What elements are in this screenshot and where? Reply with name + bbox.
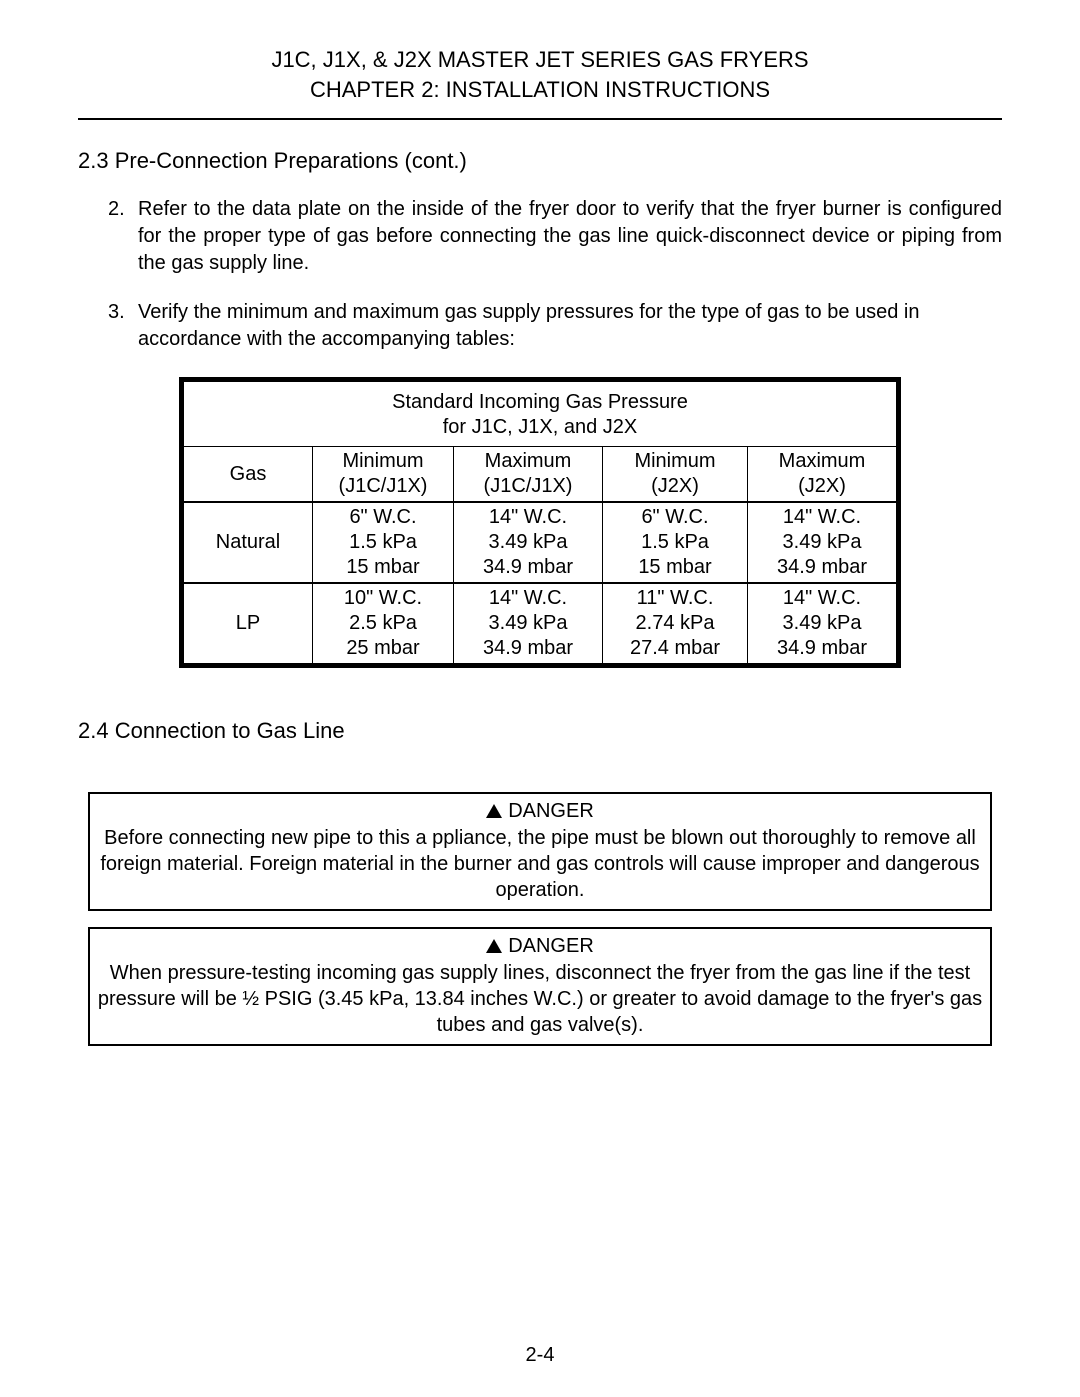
cell-line: 34.9 mbar [777, 637, 867, 659]
table-cell: 10" W.C. 2.5 kPa 25 mbar [313, 583, 454, 666]
pressure-table: Standard Incoming Gas Pressure for J1C, … [179, 377, 901, 668]
danger-header: DANGER [96, 933, 984, 960]
list-item: 2. Refer to the data plate on the inside… [108, 196, 1002, 277]
cell-line: 6" W.C. [349, 506, 416, 528]
cell-line: 14" W.C. [489, 506, 567, 528]
list-item-text: Refer to the data plate on the inside of… [138, 196, 1002, 277]
table-cell: 6" W.C. 1.5 kPa 15 mbar [313, 502, 454, 583]
warning-triangle-icon [486, 799, 502, 825]
header-line-2: CHAPTER 2: INSTALLATION INSTRUCTIONS [78, 75, 1002, 105]
cell-line: 34.9 mbar [777, 556, 867, 578]
document-page: J1C, J1X, & J2X MASTER JET SERIES GAS FR… [0, 0, 1080, 1397]
table-cell: 14" W.C. 3.49 kPa 34.9 mbar [454, 502, 603, 583]
cell-line: 14" W.C. [783, 506, 861, 528]
table-cell: 11" W.C. 2.74 kPa 27.4 mbar [603, 583, 748, 666]
table-header-row: Gas Minimum (J1C/J1X) Maximum (J1C/J1X) … [182, 447, 899, 503]
col-min-j2x: Minimum (J2X) [603, 447, 748, 503]
danger-label: DANGER [508, 933, 594, 959]
col-max-j2x: Maximum (J2X) [748, 447, 899, 503]
col-header-sub: (J2X) [798, 475, 846, 497]
cell-line: 15 mbar [638, 556, 711, 578]
danger-box: DANGER Before connecting new pipe to thi… [88, 792, 992, 911]
col-header-sub: (J1C/J1X) [339, 475, 428, 497]
table-title-line2: for J1C, J1X, and J2X [443, 416, 638, 438]
cell-line: 34.9 mbar [483, 637, 573, 659]
list-item-number: 3. [108, 299, 138, 353]
cell-line: 27.4 mbar [630, 637, 720, 659]
cell-line: 11" W.C. [637, 587, 714, 609]
table-title-row: Standard Incoming Gas Pressure for J1C, … [182, 380, 899, 447]
list-item-number: 2. [108, 196, 138, 277]
warning-triangle-icon [486, 934, 502, 960]
table-title-line1: Standard Incoming Gas Pressure [392, 391, 688, 413]
table-cell: 14" W.C. 3.49 kPa 34.9 mbar [454, 583, 603, 666]
page-number: 2-4 [0, 1344, 1080, 1367]
col-header-text: Gas [230, 463, 267, 485]
table-cell: 14" W.C. 3.49 kPa 34.9 mbar [748, 583, 899, 666]
cell-line: 2.5 kPa [349, 612, 417, 634]
danger-label: DANGER [508, 798, 594, 824]
list-item-text: Verify the minimum and maximum gas suppl… [138, 299, 1002, 353]
col-max-j1: Maximum (J1C/J1X) [454, 447, 603, 503]
cell-line: 14" W.C. [489, 587, 567, 609]
col-gas: Gas [182, 447, 313, 503]
danger-text: When pressure-testing incoming gas suppl… [96, 960, 984, 1038]
danger-text: Before connecting new pipe to this a ppl… [96, 825, 984, 903]
col-header-text: Minimum [342, 450, 423, 472]
cell-line: 1.5 kPa [349, 531, 417, 553]
cell-line: 6" W.C. [641, 506, 708, 528]
list-item: 3. Verify the minimum and maximum gas su… [108, 299, 1002, 353]
danger-box: DANGER When pressure-testing incoming ga… [88, 927, 992, 1046]
cell-line: 3.49 kPa [783, 612, 862, 634]
cell-line: 3.49 kPa [783, 531, 862, 553]
cell-line: 3.49 kPa [489, 531, 568, 553]
cell-line: 3.49 kPa [489, 612, 568, 634]
section-2-3-body: 2. Refer to the data plate on the inside… [78, 196, 1002, 353]
col-header-sub: (J1C/J1X) [484, 475, 573, 497]
gas-type-cell: LP [182, 583, 313, 666]
col-header-text: Maximum [485, 450, 572, 472]
cell-line: 10" W.C. [344, 587, 422, 609]
header-line-1: J1C, J1X, & J2X MASTER JET SERIES GAS FR… [78, 45, 1002, 75]
table-row: LP 10" W.C. 2.5 kPa 25 mbar 14" W.C. 3.4… [182, 583, 899, 666]
gas-type-cell: Natural [182, 502, 313, 583]
header-rule [78, 118, 1002, 120]
cell-line: 1.5 kPa [641, 531, 709, 553]
cell-line: 15 mbar [346, 556, 419, 578]
section-2-3-title: 2.3 Pre-Connection Preparations (cont.) [78, 148, 1002, 174]
col-header-text: Minimum [634, 450, 715, 472]
col-min-j1: Minimum (J1C/J1X) [313, 447, 454, 503]
cell-line: 34.9 mbar [483, 556, 573, 578]
table-title-cell: Standard Incoming Gas Pressure for J1C, … [182, 380, 899, 447]
cell-line: 2.74 kPa [636, 612, 715, 634]
cell-line: 14" W.C. [783, 587, 861, 609]
table-cell: 6" W.C. 1.5 kPa 15 mbar [603, 502, 748, 583]
table-row: Natural 6" W.C. 1.5 kPa 15 mbar 14" W.C.… [182, 502, 899, 583]
table-cell: 14" W.C. 3.49 kPa 34.9 mbar [748, 502, 899, 583]
cell-line: 25 mbar [346, 637, 419, 659]
danger-header: DANGER [96, 798, 984, 825]
col-header-sub: (J2X) [651, 475, 699, 497]
col-header-text: Maximum [779, 450, 866, 472]
page-header: J1C, J1X, & J2X MASTER JET SERIES GAS FR… [78, 45, 1002, 104]
section-2-4-title: 2.4 Connection to Gas Line [78, 718, 1002, 744]
pressure-table-wrap: Standard Incoming Gas Pressure for J1C, … [78, 377, 1002, 668]
